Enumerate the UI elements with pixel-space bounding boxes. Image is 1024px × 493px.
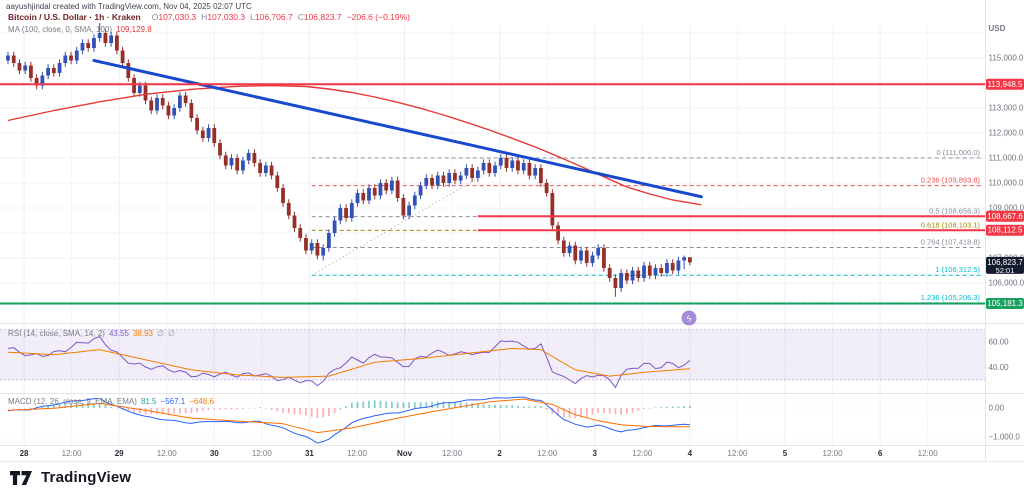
svg-text:52:01: 52:01 [996,266,1015,275]
svg-text:12:00: 12:00 [347,449,368,458]
svg-text:4: 4 [688,449,693,458]
rsi-upper-band-value: ∅ [157,329,164,338]
macd-hist-value: 81.5 [140,397,157,406]
price-scale[interactable]: USD 115,000.0 113,000.0 112,000.0 111,000.0 1… [986,24,1024,442]
chart-canvas[interactable]: 0 (111,000.0) 0.236 (109,893.8) 0.5 (108,6… [0,0,1024,461]
svg-text:12:00: 12:00 [632,449,653,458]
svg-text:12:00: 12:00 [252,449,273,458]
svg-text:12:00: 12:00 [537,449,558,458]
svg-text:12:00: 12:00 [157,449,178,458]
time-scale[interactable]: 28 12:00 29 12:00 30 12:00 31 12:00 Nov 12:00 2 12:… [20,449,939,458]
svg-text:1.236 (105,206.3): 1.236 (105,206.3) [921,293,981,302]
svg-text:112,000.0: 112,000.0 [989,129,1024,138]
svg-text:110,000.0: 110,000.0 [989,179,1024,188]
svg-text:40.00: 40.00 [989,363,1010,372]
svg-text:60.00: 60.00 [989,338,1010,347]
high-value: 107,030.3 [207,12,246,22]
grid [0,25,985,446]
pane-separators [0,0,1024,461]
macd-pane [7,396,691,444]
svg-text:108,667.6: 108,667.6 [987,212,1023,221]
attribution-text: aayushjindal created with TradingView.co… [6,2,252,11]
svg-text:12:00: 12:00 [823,449,844,458]
macd-line-value: −567.1 [160,397,186,406]
macd-signal-value: −648.6 [189,397,214,406]
svg-text:ϟ: ϟ [687,314,692,324]
svg-text:109,000.0: 109,000.0 [989,204,1024,213]
brand-name[interactable]: TradingView [41,469,132,486]
ma-legend[interactable]: MA (100, close, 0, SMA, 100) 109,129.8 [8,25,152,34]
svg-text:6: 6 [878,449,883,458]
rsi-pane [7,335,691,389]
svg-text:3: 3 [593,449,598,458]
horizontal-lines [0,83,985,305]
svg-text:113,000.0: 113,000.0 [989,104,1024,113]
svg-text:31: 31 [305,449,314,458]
svg-text:1 (106,312.5): 1 (106,312.5) [935,265,980,274]
tradingview-logo-icon[interactable] [10,468,34,488]
rsi-legend-label: RSI (14, close, SMA, 14, 2) [8,329,105,338]
rsi-ma-value: 38.93 [132,329,153,338]
rsi-band [0,329,985,381]
rsi-legend[interactable]: RSI (14, close, SMA, 14, 2) 43.55 38.93 ∅ ∅ [8,329,175,338]
svg-text:106,000.0: 106,000.0 [989,279,1024,288]
ma-legend-value: 109,129.8 [116,25,152,34]
rsi-lower-band-value: ∅ [167,329,175,338]
low-value: 106,706.7 [254,12,293,22]
change-value: −206.6 (−0.19%) [346,12,410,22]
low-label: L [250,12,255,22]
svg-text:113,948.5: 113,948.5 [988,80,1024,89]
rsi-value: 43.55 [108,329,129,338]
svg-text:12:00: 12:00 [62,449,83,458]
svg-text:0.618 (108,103.1): 0.618 (108,103.1) [921,220,981,229]
macd-legend-label: MACD (12, 26, close, 9, EMA, EMA) [8,397,137,406]
svg-text:0.764 (107,418.8): 0.764 (107,418.8) [921,238,981,247]
symbol-title: Bitcoin / U.S. Dollar · 1h · Kraken [8,12,141,22]
svg-text:−1,000.0: −1,000.0 [989,433,1021,442]
svg-text:106,823.7: 106,823.7 [987,258,1023,267]
fib-retracement: 0 (111,000.0) 0.236 (109,893.8) 0.5 (108,6… [311,148,983,304]
candlestick-series [6,23,692,297]
svg-text:115,000.0: 115,000.0 [989,54,1024,63]
svg-text:5: 5 [783,449,788,458]
svg-text:12:00: 12:00 [727,449,748,458]
open-value: 107,030.3 [158,12,197,22]
footer: TradingView [0,461,1024,493]
svg-text:108,112.5: 108,112.5 [988,226,1024,235]
svg-text:29: 29 [115,449,124,458]
svg-text:12:00: 12:00 [918,449,939,458]
open-label: O [151,12,159,22]
svg-text:0.5 (108,656.3): 0.5 (108,656.3) [929,207,980,216]
svg-text:0.236 (109,893.8): 0.236 (109,893.8) [921,176,981,185]
symbol-legend[interactable]: Bitcoin / U.S. Dollar · 1h · Kraken O107,… [8,12,410,22]
svg-text:Nov: Nov [397,449,413,458]
svg-text:30: 30 [210,449,219,458]
svg-text:28: 28 [20,449,29,458]
overlays [7,59,703,206]
svg-text:USD: USD [989,24,1006,33]
close-value: 106,823.7 [303,12,342,22]
svg-text:0.00: 0.00 [989,404,1005,413]
high-label: H [201,12,208,22]
ma-legend-label: MA (100, close, 0, SMA, 100) [8,25,113,34]
watermark-icon: ϟ [681,310,697,326]
macd-legend[interactable]: MACD (12, 26, close, 9, EMA, EMA) 81.5 −56… [8,397,214,406]
svg-text:105,181.3: 105,181.3 [987,299,1023,308]
svg-text:2: 2 [497,449,502,458]
svg-text:0 (111,000.0): 0 (111,000.0) [936,148,980,157]
svg-text:12:00: 12:00 [442,449,463,458]
svg-text:111,000.0: 111,000.0 [989,154,1024,163]
close-label: C [297,12,304,22]
